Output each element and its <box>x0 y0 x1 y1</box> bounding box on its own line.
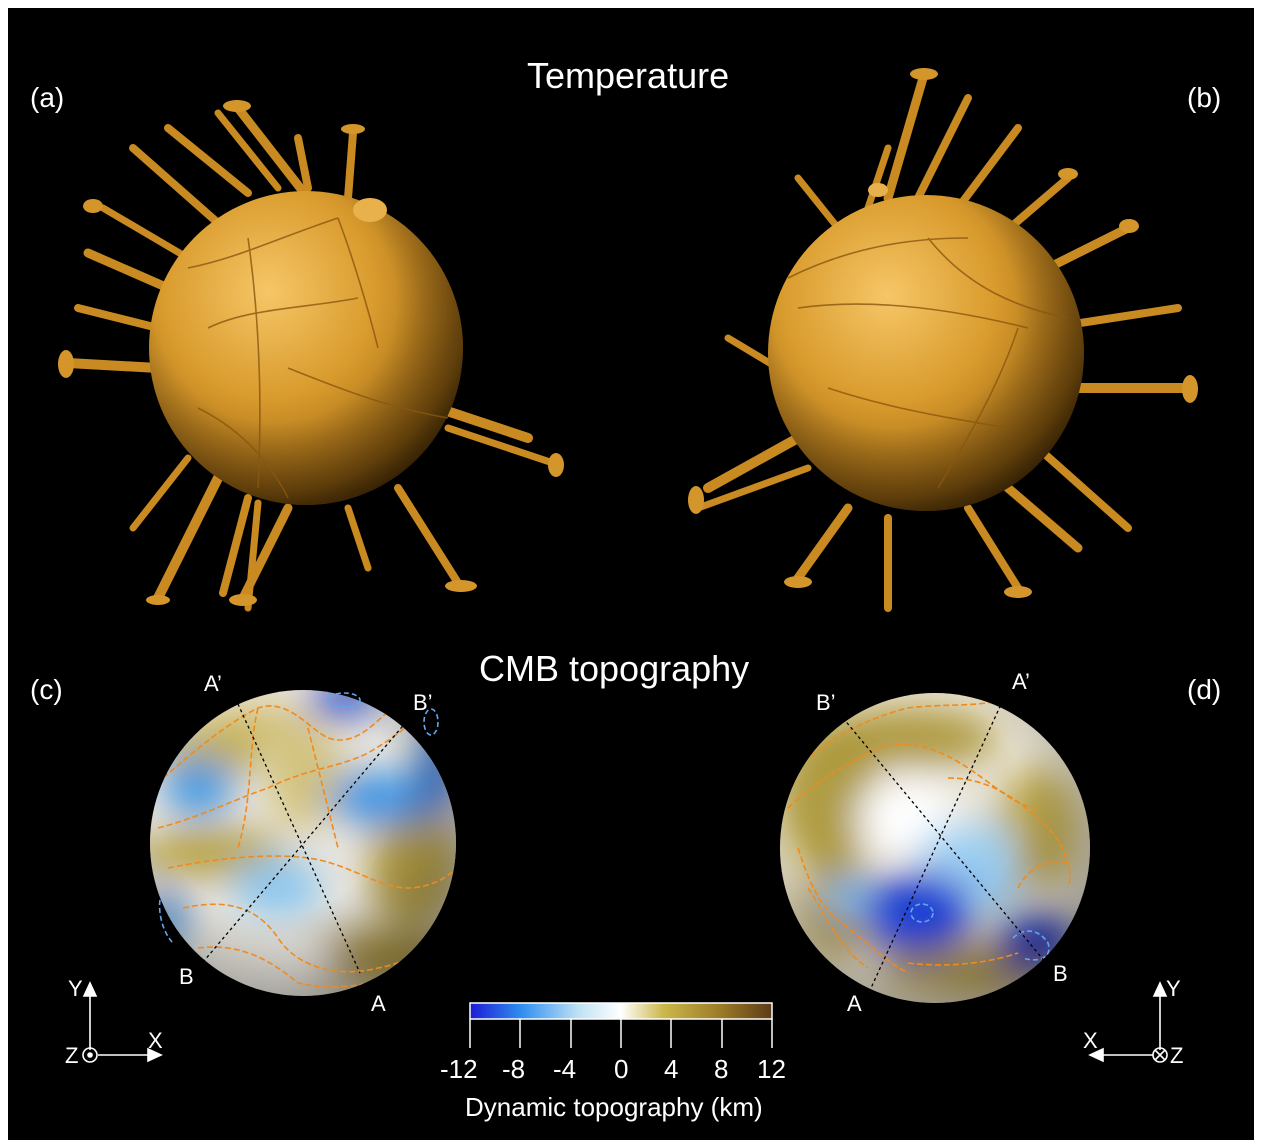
point-label-b-c: B <box>179 964 194 989</box>
colorbar-tick-label: -8 <box>502 1054 526 1084</box>
cmb-globe-d <box>780 693 1090 1003</box>
point-label-b-prime-d: B’ <box>816 690 836 715</box>
axis-indicator-right <box>1088 981 1168 1063</box>
colorbar-gradient <box>469 1002 773 1020</box>
axis-left-z-label: Z <box>65 1043 79 1068</box>
temperature-title: Temperature <box>527 55 730 96</box>
panel-label-d: (d) <box>1187 674 1222 705</box>
colorbar-tick-marks <box>469 1019 773 1048</box>
axis-left-x-label: X <box>148 1028 163 1053</box>
colorbar-tick-label: 4 <box>664 1054 679 1084</box>
colorbar-tick-label: -4 <box>553 1054 577 1084</box>
plume-isosurface-b <box>688 68 1198 612</box>
point-label-a-d: A <box>847 991 862 1016</box>
cmb-globe-c <box>150 690 456 996</box>
axis-right-z-label: Z <box>1170 1043 1184 1068</box>
colorbar-tick-label: 8 <box>714 1054 729 1084</box>
point-label-b-d: B <box>1053 961 1068 986</box>
colorbar <box>469 1002 773 1048</box>
cmb-topography-title: CMB topography <box>479 648 750 689</box>
colorbar-title: Dynamic topography (km) <box>465 1092 763 1122</box>
plume-isosurface-a <box>58 100 564 612</box>
figure-panel: Temperature CMB topography (a) (b) (c) (… <box>8 8 1254 1140</box>
point-label-a-prime-c: A’ <box>204 671 222 696</box>
colorbar-tick-label: -12 <box>440 1054 478 1084</box>
panel-label-b: (b) <box>1187 82 1222 113</box>
axis-right-y-label: Y <box>1166 976 1181 1001</box>
colorbar-tick-label: 0 <box>614 1054 629 1084</box>
panel-label-c: (c) <box>30 674 63 705</box>
axis-left-y-label: Y <box>68 976 83 1001</box>
axis-right-x-label: X <box>1083 1028 1098 1053</box>
point-label-a-c: A <box>371 991 386 1016</box>
point-label-a-prime-d: A’ <box>1012 669 1030 694</box>
colorbar-tick-label: 12 <box>757 1054 786 1084</box>
panel-label-a: (a) <box>30 82 65 113</box>
axis-indicator-left <box>82 981 163 1063</box>
point-label-b-prime-c: B’ <box>413 690 433 715</box>
figure-graphics <box>58 68 1198 1063</box>
